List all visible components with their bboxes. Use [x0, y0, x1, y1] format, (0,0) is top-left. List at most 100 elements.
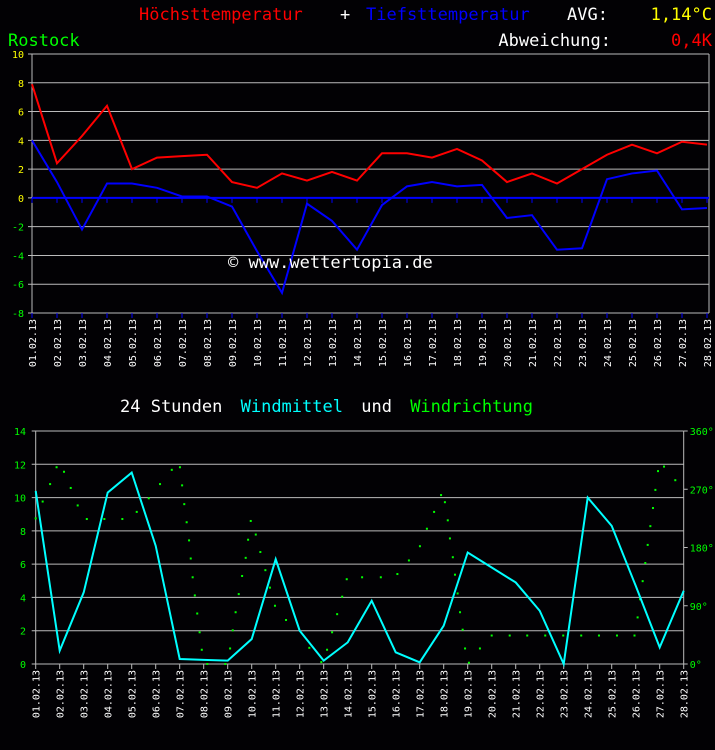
y-tick-label: 10	[14, 494, 26, 505]
x-tick-label: 09.02.13	[224, 670, 235, 718]
y-tick-label: -8	[12, 309, 24, 320]
y-tick-label: -6	[12, 280, 24, 291]
wind-direction-point	[231, 629, 234, 632]
wind-direction-point	[615, 634, 618, 637]
y-tick-label: 0	[18, 194, 24, 205]
wind-direction-point	[453, 573, 456, 576]
y-tick-label: 14	[14, 427, 26, 438]
wind-direction-point	[170, 468, 173, 471]
x-tick-label: 03.02.13	[80, 670, 91, 718]
x-tick-label: 06.02.13	[153, 319, 164, 367]
wind-title-part4: Windrichtung	[410, 397, 533, 417]
x-tick-label: 08.02.13	[203, 319, 214, 367]
x-tick-label: 13.02.13	[328, 319, 339, 367]
y-tick-label: 4	[18, 136, 24, 147]
x-tick-label: 02.02.13	[56, 670, 67, 718]
wind-chart: 0 2 4 6 8 10 12 14 0° 90° 180° 270° 360° 01.02.13 02.0…	[14, 427, 714, 718]
wind-direction-point	[85, 518, 88, 521]
wind-direction-point	[451, 556, 454, 559]
x-tick-label: 14.02.13	[344, 670, 355, 718]
wind-direction-point	[237, 593, 240, 596]
x-tick-label: 03.02.13	[78, 319, 89, 367]
y2-tick-label: 360°	[690, 427, 714, 438]
y-tick-label: 8	[20, 527, 26, 538]
x-tick-label: 14.02.13	[353, 319, 364, 367]
wind-direction-point	[55, 466, 58, 469]
x-tick-label: 16.02.13	[403, 319, 414, 367]
x-tick-label: 15.02.13	[368, 670, 379, 718]
wind-direction-point	[49, 483, 52, 486]
wind-direction-point	[185, 521, 188, 524]
x-tick-label: 07.02.13	[178, 319, 189, 367]
wind-direction-point	[326, 648, 329, 651]
wind-direction-point	[193, 594, 196, 597]
wind-direction-point	[478, 647, 481, 650]
x-tick-label: 28.02.13	[703, 319, 714, 367]
wind-direction-point	[285, 618, 288, 621]
wind-direction-point	[206, 663, 209, 665]
wind-title: 24 Stunden Windmittel und Windrichtung	[120, 397, 533, 417]
wind-direction-point	[654, 488, 657, 491]
wind-direction-point	[224, 663, 227, 665]
wind-direction-point	[181, 484, 184, 487]
wind-direction-point	[633, 634, 636, 637]
y-tick-label: 6	[18, 108, 24, 119]
y-tick-label: -2	[12, 223, 24, 234]
wind-direction-point	[336, 613, 339, 616]
wind-direction-point	[361, 576, 364, 579]
wind-direction-point	[69, 486, 72, 489]
wind-direction-point	[241, 574, 244, 577]
y2-tick-label: 180°	[690, 544, 714, 555]
x-tick-label: 15.02.13	[378, 319, 389, 367]
wind-direction-point	[196, 612, 199, 615]
x-tick-label: 06.02.13	[152, 670, 163, 718]
wind-title-part2: Windmittel	[241, 397, 343, 417]
x-tick-label: 26.02.13	[632, 670, 643, 718]
wind-direction-point	[674, 479, 677, 482]
x-tick-label: 17.02.13	[416, 670, 427, 718]
wind-direction-point	[443, 501, 446, 504]
x-tick-label: 26.02.13	[653, 319, 664, 367]
wind-direction-point	[34, 517, 37, 520]
x-tick-label: 25.02.13	[628, 319, 639, 367]
y2-tick-label: 0°	[690, 660, 702, 671]
title-low: Tiefsttemperatur	[366, 5, 530, 25]
wind-direction-point	[63, 470, 66, 473]
wind-direction-point	[446, 519, 449, 522]
wind-direction-point	[459, 611, 462, 614]
wind-direction-point	[456, 592, 459, 595]
x-tick-label: 17.02.13	[428, 319, 439, 367]
x-tick-label: 02.02.13	[53, 319, 64, 367]
wind-title-part1: 24 Stunden	[120, 397, 222, 417]
wind-direction-point	[345, 578, 348, 581]
wind-direction-point	[198, 631, 201, 634]
wind-direction-point	[178, 466, 181, 469]
wind-direction-point	[254, 533, 257, 536]
wind-direction-point	[341, 595, 344, 598]
high-temp-line	[31, 83, 708, 189]
x-tick-label: 28.02.13	[680, 670, 691, 718]
y-tick-label: 2	[18, 165, 24, 176]
x-tick-label: 09.02.13	[228, 319, 239, 367]
x-tick-label: 05.02.13	[128, 319, 139, 367]
wind-direction-point	[273, 604, 276, 607]
deviation-value: 0,4K	[671, 31, 713, 51]
wind-direction-point	[147, 497, 150, 500]
y-tick-label: 4	[20, 593, 26, 604]
wind-direction-point	[188, 539, 191, 542]
wind-direction-point	[562, 634, 565, 637]
x-tick-label: 04.02.13	[103, 319, 114, 367]
wind-direction-point	[41, 500, 44, 503]
wind-direction-point	[407, 559, 410, 562]
x-tick-label: 23.02.13	[578, 319, 589, 367]
x-tick-label: 13.02.13	[320, 670, 331, 718]
x-tick-label: 08.02.13	[200, 670, 211, 718]
wind-direction-point	[641, 580, 644, 583]
wind-direction-point	[331, 631, 334, 634]
wind-direction-point	[234, 611, 237, 614]
wind-direction-point	[649, 525, 652, 528]
x-tick-label: 22.02.13	[536, 670, 547, 718]
x-tick-label: 27.02.13	[656, 670, 667, 718]
wind-direction-point	[247, 538, 250, 541]
